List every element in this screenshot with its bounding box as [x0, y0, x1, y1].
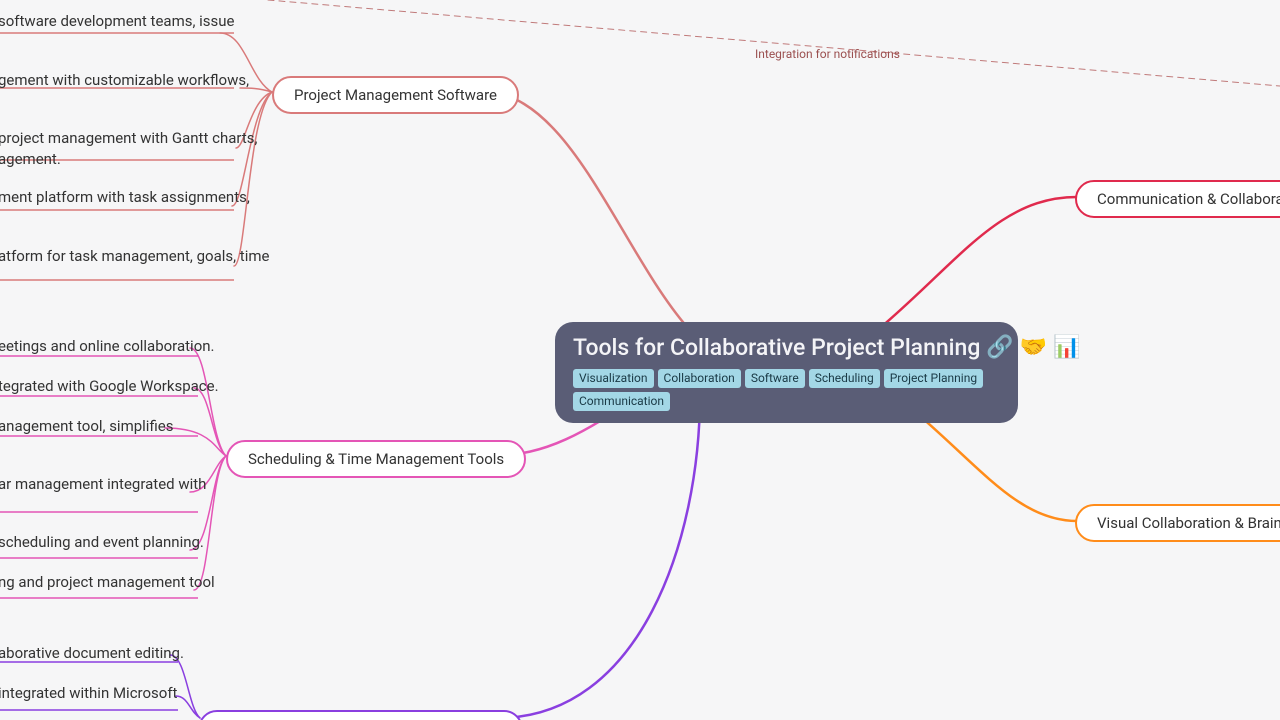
central-title: Tools for Collaborative Project Planning…	[573, 334, 1000, 361]
leaf-text: scheduling and event planning.	[0, 532, 204, 553]
link-icon: 🔗	[986, 335, 1013, 360]
tag-visualization[interactable]: Visualization	[573, 369, 654, 388]
branch-communication[interactable]: Communication & Collaboration	[1075, 180, 1280, 218]
leaf-text: project management with Gantt charts,age…	[0, 128, 257, 170]
tag-software[interactable]: Software	[745, 369, 805, 388]
tag-project-planning[interactable]: Project Planning	[884, 369, 983, 388]
leaf-text: gement with customizable workflows,	[0, 70, 249, 91]
leaf-text: eetings and online collaboration.	[0, 336, 214, 357]
branch-project-management[interactable]: Project Management Software	[272, 76, 519, 114]
leaf-text: ment platform with task assignments,	[0, 187, 250, 208]
branch-label: Project Management Software	[294, 86, 497, 104]
handshake-icon: 🤝	[1020, 335, 1047, 360]
branch-visual-collab[interactable]: Visual Collaboration & Brainstorming	[1075, 504, 1280, 542]
branch-label: Visual Collaboration & Brainstorming	[1097, 514, 1280, 532]
branch-document-collab[interactable]: Document Collaboration & Version Control	[198, 710, 523, 720]
leaf-text: ng and project management tool	[0, 572, 215, 593]
central-tags: Visualization Collaboration Software Sch…	[573, 369, 1000, 411]
leaf-text: anagement tool, simplifies	[0, 416, 173, 437]
leaf-text: integrated within Microsoft	[0, 683, 177, 704]
leaf-text: software development teams, issue	[0, 11, 235, 32]
leaf-text: ar management integrated with	[0, 474, 206, 495]
branch-label: Scheduling & Time Management Tools	[248, 450, 504, 468]
central-title-text: Tools for Collaborative Project Planning	[573, 334, 980, 361]
leaf-text: tegrated with Google Workspace.	[0, 376, 219, 397]
branch-scheduling[interactable]: Scheduling & Time Management Tools	[226, 440, 526, 478]
tag-communication[interactable]: Communication	[573, 392, 670, 411]
leaf-text: atform for task management, goals, time	[0, 246, 269, 267]
edge-label-integration: Integration for notifications	[755, 47, 900, 61]
tag-collaboration[interactable]: Collaboration	[658, 369, 741, 388]
tag-scheduling[interactable]: Scheduling	[809, 369, 880, 388]
leaf-text: aborative document editing.	[0, 643, 184, 664]
branch-label: Communication & Collaboration	[1097, 190, 1280, 208]
central-node[interactable]: Tools for Collaborative Project Planning…	[555, 322, 1018, 423]
chart-icon: 📊	[1053, 335, 1080, 360]
